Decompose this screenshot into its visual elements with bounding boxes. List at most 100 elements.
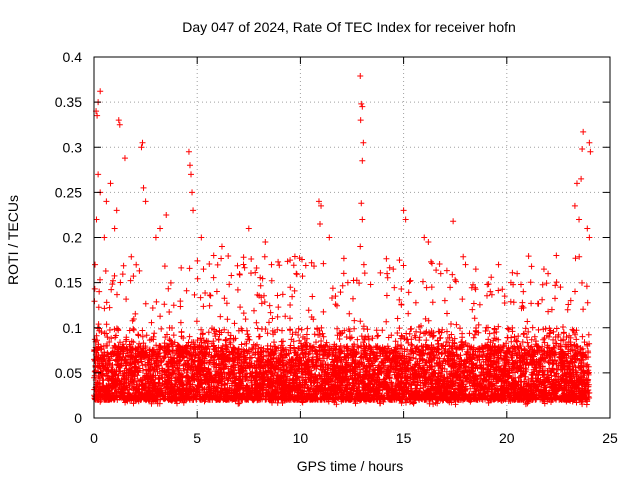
- roti-point: [402, 216, 409, 223]
- roti-point: [437, 270, 444, 277]
- axis-ticks: [93, 56, 611, 419]
- y-tick-label: 0: [74, 410, 82, 426]
- data-series-roti: [91, 72, 594, 408]
- roti-point: [101, 234, 108, 241]
- roti-point: [540, 266, 547, 273]
- roti-point: [103, 198, 110, 205]
- roti-point: [287, 257, 294, 264]
- x-tick-label: 10: [293, 430, 309, 446]
- roti-point: [557, 284, 564, 291]
- roti-point: [185, 148, 192, 155]
- roti-point: [140, 184, 147, 191]
- roti-point: [472, 266, 479, 273]
- roti-point: [332, 293, 339, 300]
- roti-point: [210, 252, 217, 259]
- roti-point: [92, 261, 99, 268]
- roti-point: [139, 139, 146, 146]
- roti-point: [262, 239, 269, 246]
- y-tick-label: 0.1: [63, 320, 83, 336]
- roti-point: [359, 216, 366, 223]
- roti-point: [514, 270, 521, 277]
- roti-point: [163, 211, 170, 218]
- roti-point: [396, 257, 403, 264]
- y-tick-label: 0.2: [63, 230, 83, 246]
- roti-point: [421, 234, 428, 241]
- roti-point: [189, 189, 196, 196]
- roti-point: [553, 252, 560, 259]
- roti-point: [344, 279, 351, 286]
- roti-point: [190, 207, 197, 214]
- y-tick-label: 0.35: [55, 94, 82, 110]
- roti-point: [138, 144, 145, 151]
- y-axis-label: ROTI / TECUs: [5, 195, 21, 285]
- x-tick-label: 15: [396, 430, 412, 446]
- roti-point: [142, 198, 149, 205]
- roti-point: [359, 103, 366, 110]
- roti-point: [152, 234, 159, 241]
- roti-point: [96, 288, 103, 295]
- roti-point: [580, 128, 587, 135]
- roti-point: [358, 100, 365, 107]
- roti-point: [576, 216, 583, 223]
- roti-point: [357, 117, 364, 124]
- roti-point: [315, 198, 322, 205]
- roti-point: [357, 243, 364, 250]
- y-tick-label: 0.05: [55, 365, 82, 381]
- x-tick-label: 20: [499, 430, 515, 446]
- roti-point: [121, 155, 128, 162]
- roti-point: [571, 202, 578, 209]
- roti-point: [94, 112, 101, 119]
- roti-point: [425, 239, 432, 246]
- roti-point: [501, 293, 508, 300]
- roti-point: [579, 146, 586, 153]
- roti-point: [268, 261, 275, 268]
- roti-point: [441, 297, 448, 304]
- x-axis-label: GPS time / hours: [297, 458, 404, 474]
- roti-point: [113, 207, 120, 214]
- roti-point: [400, 207, 407, 214]
- tick-labels: 0 0.05 0.1 0.15 0.2 0.25 0.3 0.35 0.4 0 5 10 15 20 25: [55, 49, 618, 446]
- y-tick-label: 0.25: [55, 184, 82, 200]
- roti-point: [95, 171, 102, 178]
- roti-point: [116, 121, 123, 128]
- roti-point: [293, 270, 300, 277]
- roti-point: [359, 157, 366, 164]
- roti-point: [584, 225, 591, 232]
- roti-point: [317, 220, 324, 227]
- y-tick-label: 0.4: [63, 49, 83, 65]
- roti-point-cloud: [91, 253, 593, 408]
- roti-point: [487, 288, 494, 295]
- roti-point: [384, 270, 391, 277]
- roti-point: [318, 202, 325, 209]
- roti-point: [326, 234, 333, 241]
- roti-point: [97, 88, 104, 95]
- roti-point: [218, 243, 225, 250]
- roti-point: [358, 200, 365, 207]
- roti-point: [360, 139, 367, 146]
- x-tick-label: 0: [90, 430, 98, 446]
- roti-point: [450, 218, 457, 225]
- y-tick-label: 0.3: [63, 139, 83, 155]
- x-tick-label: 25: [602, 430, 618, 446]
- roti-point: [188, 171, 195, 178]
- x-tick-label: 5: [193, 430, 201, 446]
- roti-point: [462, 261, 469, 268]
- roti-point: [578, 175, 585, 182]
- roti-point: [528, 263, 535, 270]
- roti-point: [157, 225, 164, 232]
- roti-point: [573, 180, 580, 187]
- roti-point: [587, 148, 594, 155]
- roti-point: [115, 117, 122, 124]
- roti-point: [545, 270, 552, 277]
- roti-point: [390, 266, 397, 273]
- roti-point: [586, 139, 593, 146]
- y-tick-label: 0.15: [55, 275, 82, 291]
- chart-title: Day 047 of 2024, Rate Of TEC Index for r…: [182, 19, 516, 35]
- roti-point: [507, 279, 514, 286]
- roti-point: [586, 234, 593, 241]
- roti-point: [357, 72, 364, 79]
- roti-point: [495, 261, 502, 268]
- roti-point: [107, 180, 114, 187]
- roti-point: [245, 225, 252, 232]
- roti-point: [198, 234, 205, 241]
